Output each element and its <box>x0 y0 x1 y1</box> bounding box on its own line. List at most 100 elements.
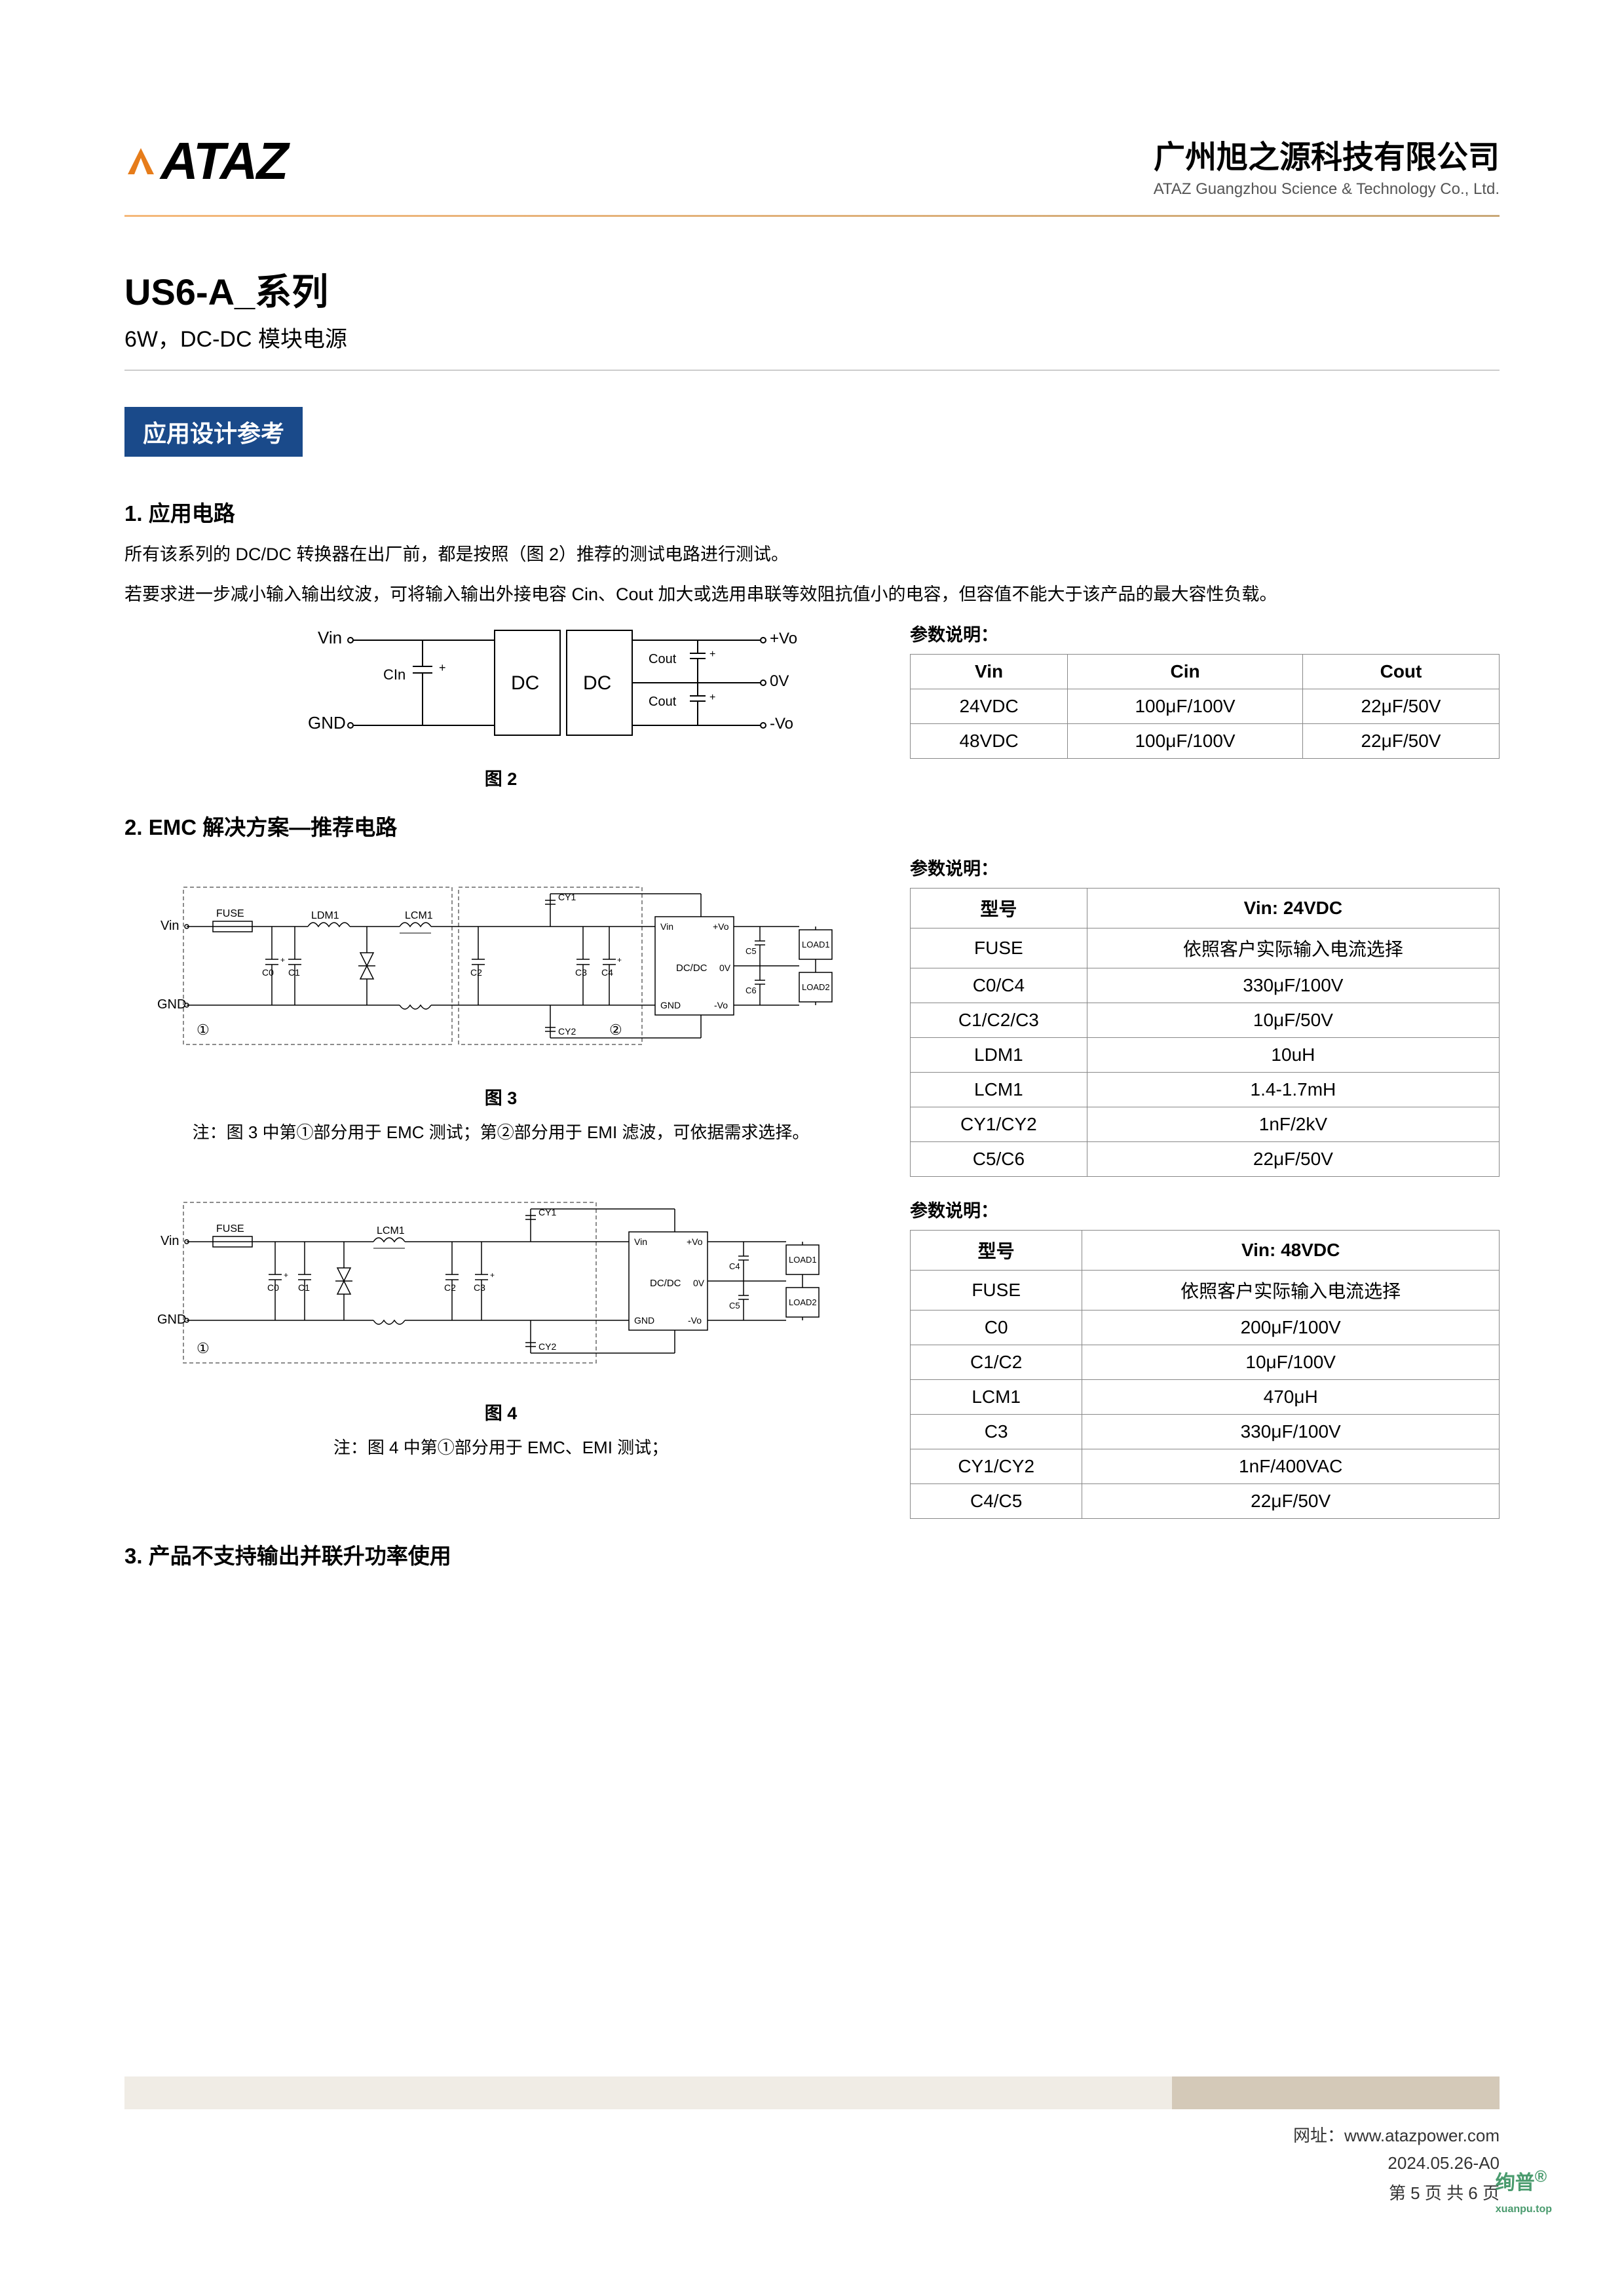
svg-text:CY2: CY2 <box>538 1341 556 1352</box>
svg-text:GND: GND <box>157 1312 186 1327</box>
table-cell: 200μF/100V <box>1082 1311 1500 1345</box>
table-row: CY1/CY21nF/2kV <box>911 1107 1500 1142</box>
figure4-diagram: ① Vin FUSE LCM1 G <box>124 1170 877 1392</box>
table-cell: C4/C5 <box>911 1484 1082 1519</box>
section1-table: VinCinCout 24VDC100μF/100V22μF/50V48VDC1… <box>910 654 1500 759</box>
table-cell: FUSE <box>911 1271 1082 1311</box>
svg-text:Vin: Vin <box>161 1234 179 1248</box>
table-cell: 22μF/50V <box>1302 689 1499 724</box>
table-cell: C1/C2 <box>911 1345 1082 1380</box>
table-row: FUSE依照客户实际输入电流选择 <box>911 928 1500 968</box>
table-cell: 1.4-1.7mH <box>1087 1073 1499 1107</box>
svg-text:LOAD1: LOAD1 <box>789 1255 817 1265</box>
svg-text:FUSE: FUSE <box>216 908 244 919</box>
section-header: 应用设计参考 <box>124 407 303 457</box>
table-cell: 22μF/50V <box>1087 1142 1499 1177</box>
svg-text:CIn: CIn <box>383 666 406 683</box>
table-cell: 22μF/50V <box>1302 724 1499 759</box>
footer-date: 2024.05.26-A0 <box>124 2153 1500 2173</box>
table-cell: 10μF/50V <box>1087 1003 1499 1038</box>
table-cell: 22μF/50V <box>1082 1484 1500 1519</box>
svg-text:GND: GND <box>308 713 346 733</box>
table-cell: C1/C2/C3 <box>911 1003 1087 1038</box>
svg-text:LOAD2: LOAD2 <box>789 1297 817 1307</box>
table-cell: 依照客户实际输入电流选择 <box>1087 928 1499 968</box>
svg-text:0V: 0V <box>719 963 731 973</box>
table-row: C3330μF/100V <box>911 1415 1500 1449</box>
table-cell: 10μF/100V <box>1082 1345 1500 1380</box>
title-divider <box>124 370 1500 371</box>
svg-text:C5: C5 <box>729 1301 740 1311</box>
svg-text:+: + <box>709 649 715 660</box>
product-description: 6W，DC-DC 模块电源 <box>124 321 1500 353</box>
table-cell: LCM1 <box>911 1380 1082 1415</box>
company-info: 广州旭之源科技有限公司 ATAZ Guangzhou Science & Tec… <box>1154 131 1500 199</box>
section1-param-label: 参数说明： <box>910 621 1500 646</box>
section2-title: 2. EMC 解决方案—推荐电路 <box>124 810 1500 841</box>
svg-text:C0: C0 <box>262 967 274 978</box>
figure4-caption: 图 4 <box>124 1399 877 1425</box>
svg-text:Cout: Cout <box>649 695 677 709</box>
svg-text:C2: C2 <box>444 1282 456 1293</box>
svg-text:C3: C3 <box>474 1282 485 1293</box>
svg-text:C1: C1 <box>298 1282 310 1293</box>
svg-text:0V: 0V <box>693 1278 705 1288</box>
svg-text:GND: GND <box>660 1000 681 1010</box>
company-name-cn: 广州旭之源科技有限公司 <box>1154 131 1500 177</box>
page-header: ATAZ 广州旭之源科技有限公司 ATAZ Guangzhou Science … <box>124 131 1500 217</box>
table-cell: 依照客户实际输入电流选择 <box>1082 1271 1500 1311</box>
section2-table4: 型号Vin: 48VDC FUSE依照客户实际输入电流选择C0200μF/100… <box>910 1230 1500 1519</box>
logo: ATAZ <box>124 131 287 191</box>
table-row: LCM11.4-1.7mH <box>911 1073 1500 1107</box>
table-cell: 470μH <box>1082 1380 1500 1415</box>
svg-text:+Vo: +Vo <box>713 921 729 932</box>
table-header: Cin <box>1068 655 1303 689</box>
table-header: 型号 <box>911 1231 1082 1271</box>
svg-text:Vin: Vin <box>318 628 342 647</box>
section1-text1: 所有该系列的 DC/DC 转换器在出厂前，都是按照（图 2）推荐的测试电路进行测… <box>124 541 1500 569</box>
svg-text:DC: DC <box>583 672 611 694</box>
svg-text:GND: GND <box>157 997 186 1012</box>
watermark: 绚普® xuanpu.top <box>1496 2166 1552 2217</box>
svg-text:+: + <box>617 955 622 965</box>
table-cell: CY1/CY2 <box>911 1107 1087 1142</box>
footer-bar <box>124 2076 1500 2109</box>
table-cell: 330μF/100V <box>1082 1415 1500 1449</box>
svg-text:C2: C2 <box>470 967 482 978</box>
table-header: Vin <box>911 655 1068 689</box>
company-name-en: ATAZ Guangzhou Science & Technology Co.,… <box>1154 180 1500 199</box>
svg-text:C1: C1 <box>288 967 300 978</box>
section2-table3: 型号Vin: 24VDC FUSE依照客户实际输入电流选择C0/C4330μF/… <box>910 888 1500 1177</box>
svg-text:C3: C3 <box>575 967 587 978</box>
svg-text:-Vo: -Vo <box>688 1315 702 1326</box>
section2-param-label-1: 参数说明： <box>910 854 1500 880</box>
table-row: 48VDC100μF/100V22μF/50V <box>911 724 1500 759</box>
table-cell: LDM1 <box>911 1038 1087 1073</box>
table-cell: C0/C4 <box>911 968 1087 1003</box>
svg-text:CY2: CY2 <box>558 1026 576 1037</box>
svg-text:GND: GND <box>634 1315 654 1326</box>
svg-text:①: ① <box>197 1022 210 1038</box>
svg-text:Cout: Cout <box>649 652 677 666</box>
svg-text:DC/DC: DC/DC <box>650 1278 681 1289</box>
page-footer: 网址：www.atazpower.com 2024.05.26-A0 第 5 页… <box>0 2076 1624 2211</box>
figure4-note: 注：图 4 中第①部分用于 EMC、EMI 测试； <box>124 1434 877 1459</box>
svg-text:+Vo: +Vo <box>687 1236 703 1247</box>
svg-text:C0: C0 <box>267 1282 279 1293</box>
product-title-block: US6-A_系列 6W，DC-DC 模块电源 <box>124 263 1500 353</box>
table-header: 型号 <box>911 889 1087 928</box>
logo-icon <box>124 145 157 178</box>
svg-text:C6: C6 <box>746 985 757 995</box>
svg-text:-Vo: -Vo <box>714 1000 728 1010</box>
table-row: LCM1470μH <box>911 1380 1500 1415</box>
svg-text:DC/DC: DC/DC <box>676 963 708 974</box>
svg-text:LOAD1: LOAD1 <box>802 940 830 949</box>
table-cell: C3 <box>911 1415 1082 1449</box>
svg-text:0V: 0V <box>770 672 789 690</box>
section2-param-label-2: 参数说明： <box>910 1196 1500 1222</box>
table-cell: FUSE <box>911 928 1087 968</box>
svg-text:+: + <box>439 661 446 674</box>
table-cell: LCM1 <box>911 1073 1087 1107</box>
table-row: C0200μF/100V <box>911 1311 1500 1345</box>
table-cell: C0 <box>911 1311 1082 1345</box>
